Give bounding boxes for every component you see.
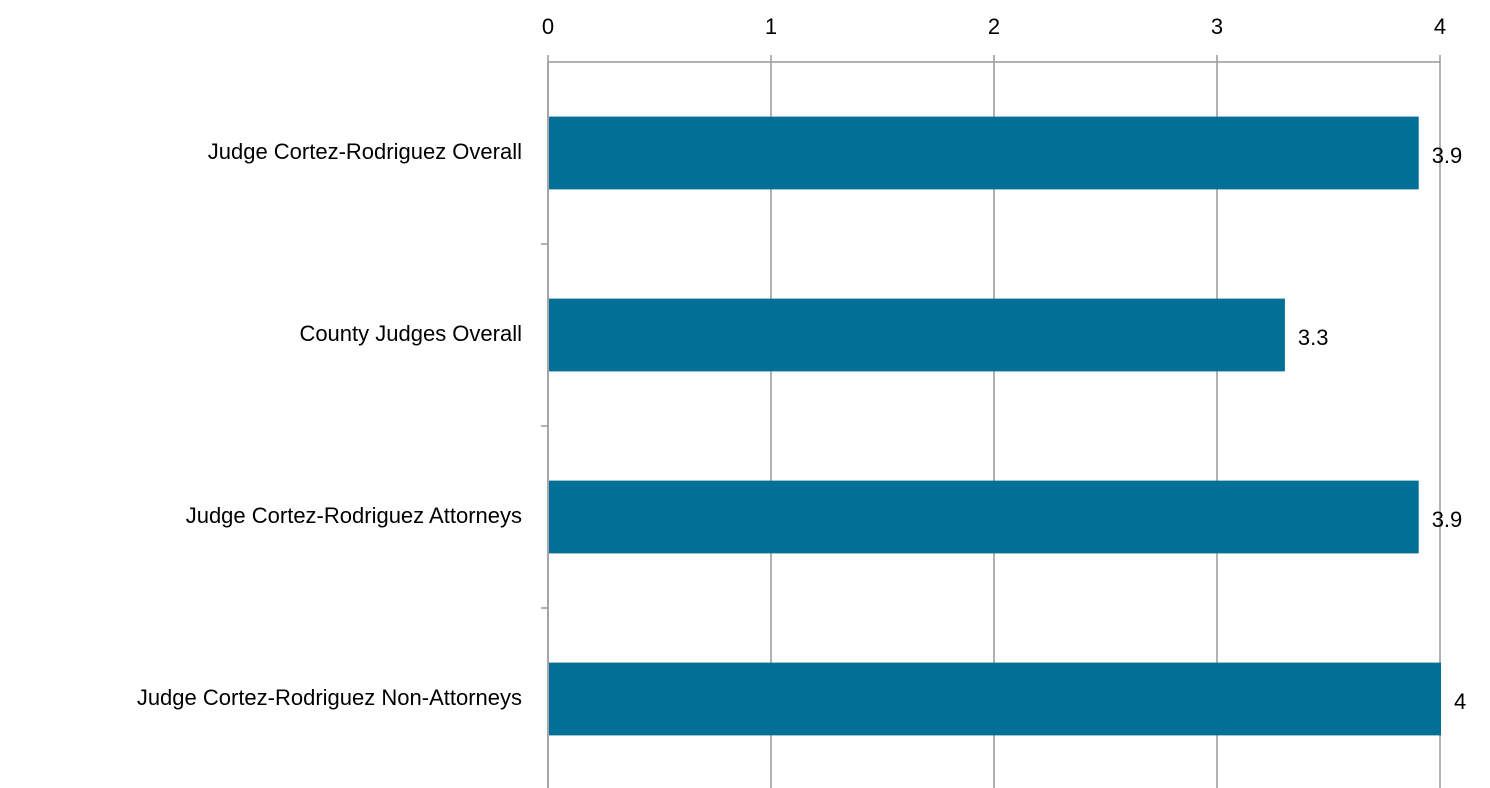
bar [549,116,1419,190]
y-tick-label: Judge Cortez-Rodriguez Attorneys [186,503,522,528]
x-tick-label: 2 [988,14,1000,39]
x-tick-label: 0 [542,14,554,39]
value-label: 3.9 [1432,507,1463,532]
bar [549,480,1419,554]
value-label: 4 [1454,689,1466,714]
bar [549,662,1441,736]
y-tick-label: Judge Cortez-Rodriguez Overall [208,139,522,164]
x-tick-label: 3 [1211,14,1223,39]
x-tick-label: 1 [765,14,777,39]
value-label: 3.9 [1432,143,1463,168]
y-tick-label: Judge Cortez-Rodriguez Non-Attorneys [137,685,522,710]
value-label: 3.3 [1298,325,1329,350]
bar [549,298,1285,372]
x-tick-label: 4 [1434,14,1446,39]
y-tick-label: County Judges Overall [299,321,522,346]
